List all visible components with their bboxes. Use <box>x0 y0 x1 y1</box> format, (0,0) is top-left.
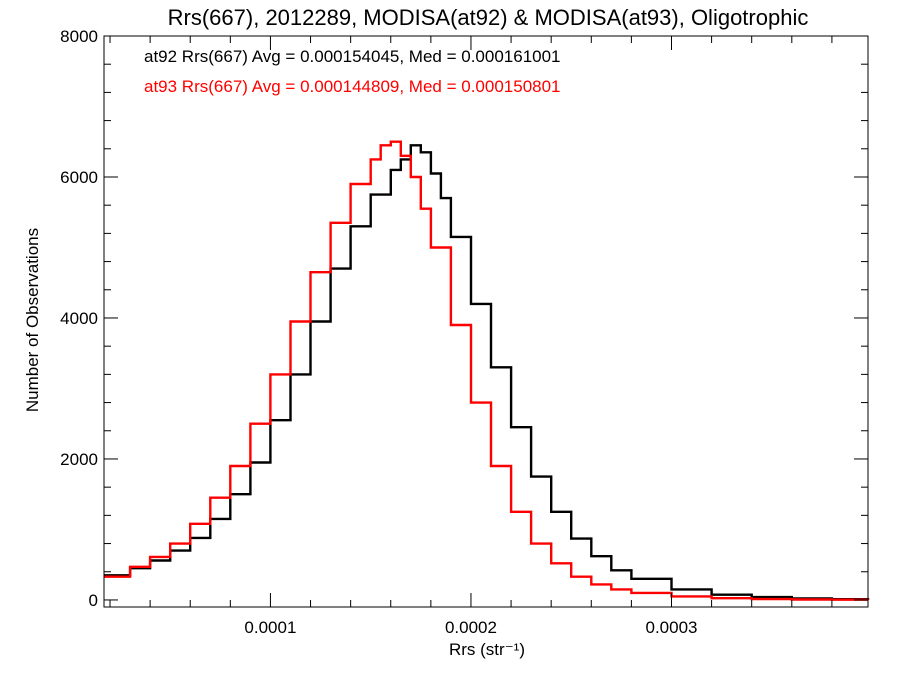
y-axis-label: Number of Observations <box>23 228 42 412</box>
y-tick-label: 2000 <box>60 450 98 469</box>
y-tick-label: 0 <box>89 591 98 610</box>
x-tick-label: 0.0002 <box>445 618 497 637</box>
series-line-at93 <box>104 140 870 601</box>
y-tick-label: 8000 <box>60 27 98 46</box>
y-tick-label: 6000 <box>60 168 98 187</box>
annotation-at92: at92 Rrs(667) Avg = 0.000154045, Med = 0… <box>144 47 561 66</box>
x-tick-label: 0.0001 <box>244 618 296 637</box>
tick-layer: 0 2000 4000 6000 8000 0.0001 0.0002 0.0003 <box>60 27 868 637</box>
x-tick-label: 0.0003 <box>645 618 697 637</box>
plot-frame <box>103 35 869 608</box>
y-tick-label: 4000 <box>60 309 98 328</box>
chart-title: Rrs(667), 2012289, MODISA(at92) & MODISA… <box>168 5 809 30</box>
series-line-at92 <box>104 144 870 601</box>
annotation-at93: at93 Rrs(667) Avg = 0.000144809, Med = 0… <box>144 77 561 96</box>
series-layer <box>104 140 870 601</box>
x-axis-label: Rrs (str⁻¹) <box>449 640 525 659</box>
